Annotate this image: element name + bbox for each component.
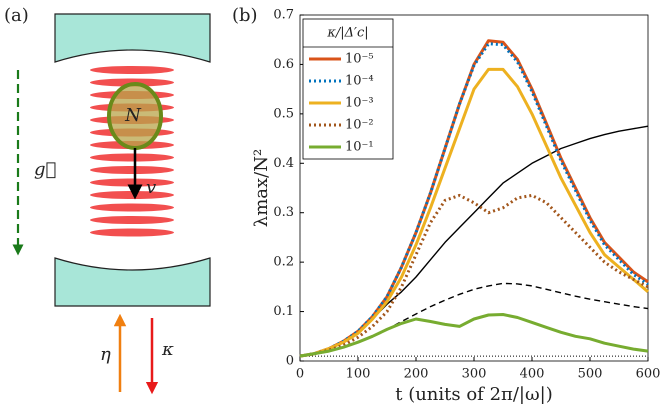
chart: t (units of 2π/|ω|) λmax/N² 0 100 200 300 40…	[251, 8, 660, 406]
series-line	[299, 67, 649, 358]
gravity-label: g⃗	[34, 159, 56, 180]
y-tick-label: 0.7	[273, 8, 294, 23]
legend-label: 10⁻⁴	[345, 74, 374, 89]
y-tick-label: 0	[286, 354, 294, 369]
pump-label: η	[100, 344, 111, 365]
atom-label: N	[124, 105, 142, 126]
legend-label: 10⁻¹	[345, 140, 374, 155]
lattice-site	[90, 178, 174, 187]
x-tick-label: 500	[578, 367, 603, 382]
lattice-site	[90, 166, 174, 174]
lattice-site	[90, 191, 174, 199]
legend-label: 10⁻⁵	[345, 52, 374, 67]
loss-label: κ	[161, 339, 174, 360]
lattice-site	[90, 228, 174, 237]
legend-label: 10⁻²	[345, 118, 374, 133]
mirror-bottom	[54, 257, 211, 307]
x-tick-label: 600	[636, 367, 660, 382]
y-tick-label: 0.6	[273, 57, 294, 72]
series-line	[299, 282, 649, 357]
panel-label: (a)	[4, 5, 29, 26]
y-tick-label: 0.5	[273, 106, 294, 121]
y-axis-label: λmax/N²	[251, 149, 272, 227]
lattice-site	[90, 203, 174, 212]
lattice-site	[90, 153, 174, 162]
y-tick-label: 0.4	[273, 156, 294, 171]
legend-label: 10⁻³	[345, 96, 374, 111]
legend-title: κ/|Δ′c|	[326, 26, 368, 41]
y-tick-label: 0.1	[273, 304, 294, 319]
legend-box	[302, 18, 394, 160]
panel-label: (b)	[232, 5, 258, 26]
y-tick-label: 0.3	[273, 205, 294, 220]
x-tick-label: 200	[404, 367, 429, 382]
x-tick-label: 400	[520, 367, 545, 382]
y-tick-label: 0.2	[273, 255, 294, 270]
velocity-label: v	[146, 177, 156, 198]
series-line	[299, 193, 649, 358]
x-tick-label: 100	[346, 367, 371, 382]
x-tick-label: 0	[296, 367, 304, 382]
lattice-site	[90, 66, 174, 74]
x-axis-label: t (units of 2π/|ω|)	[395, 384, 553, 405]
x-tick-label: 300	[462, 367, 487, 382]
series-line	[299, 42, 649, 358]
mirror-top	[54, 13, 211, 63]
series-line	[299, 313, 649, 358]
lattice-site	[90, 216, 174, 224]
